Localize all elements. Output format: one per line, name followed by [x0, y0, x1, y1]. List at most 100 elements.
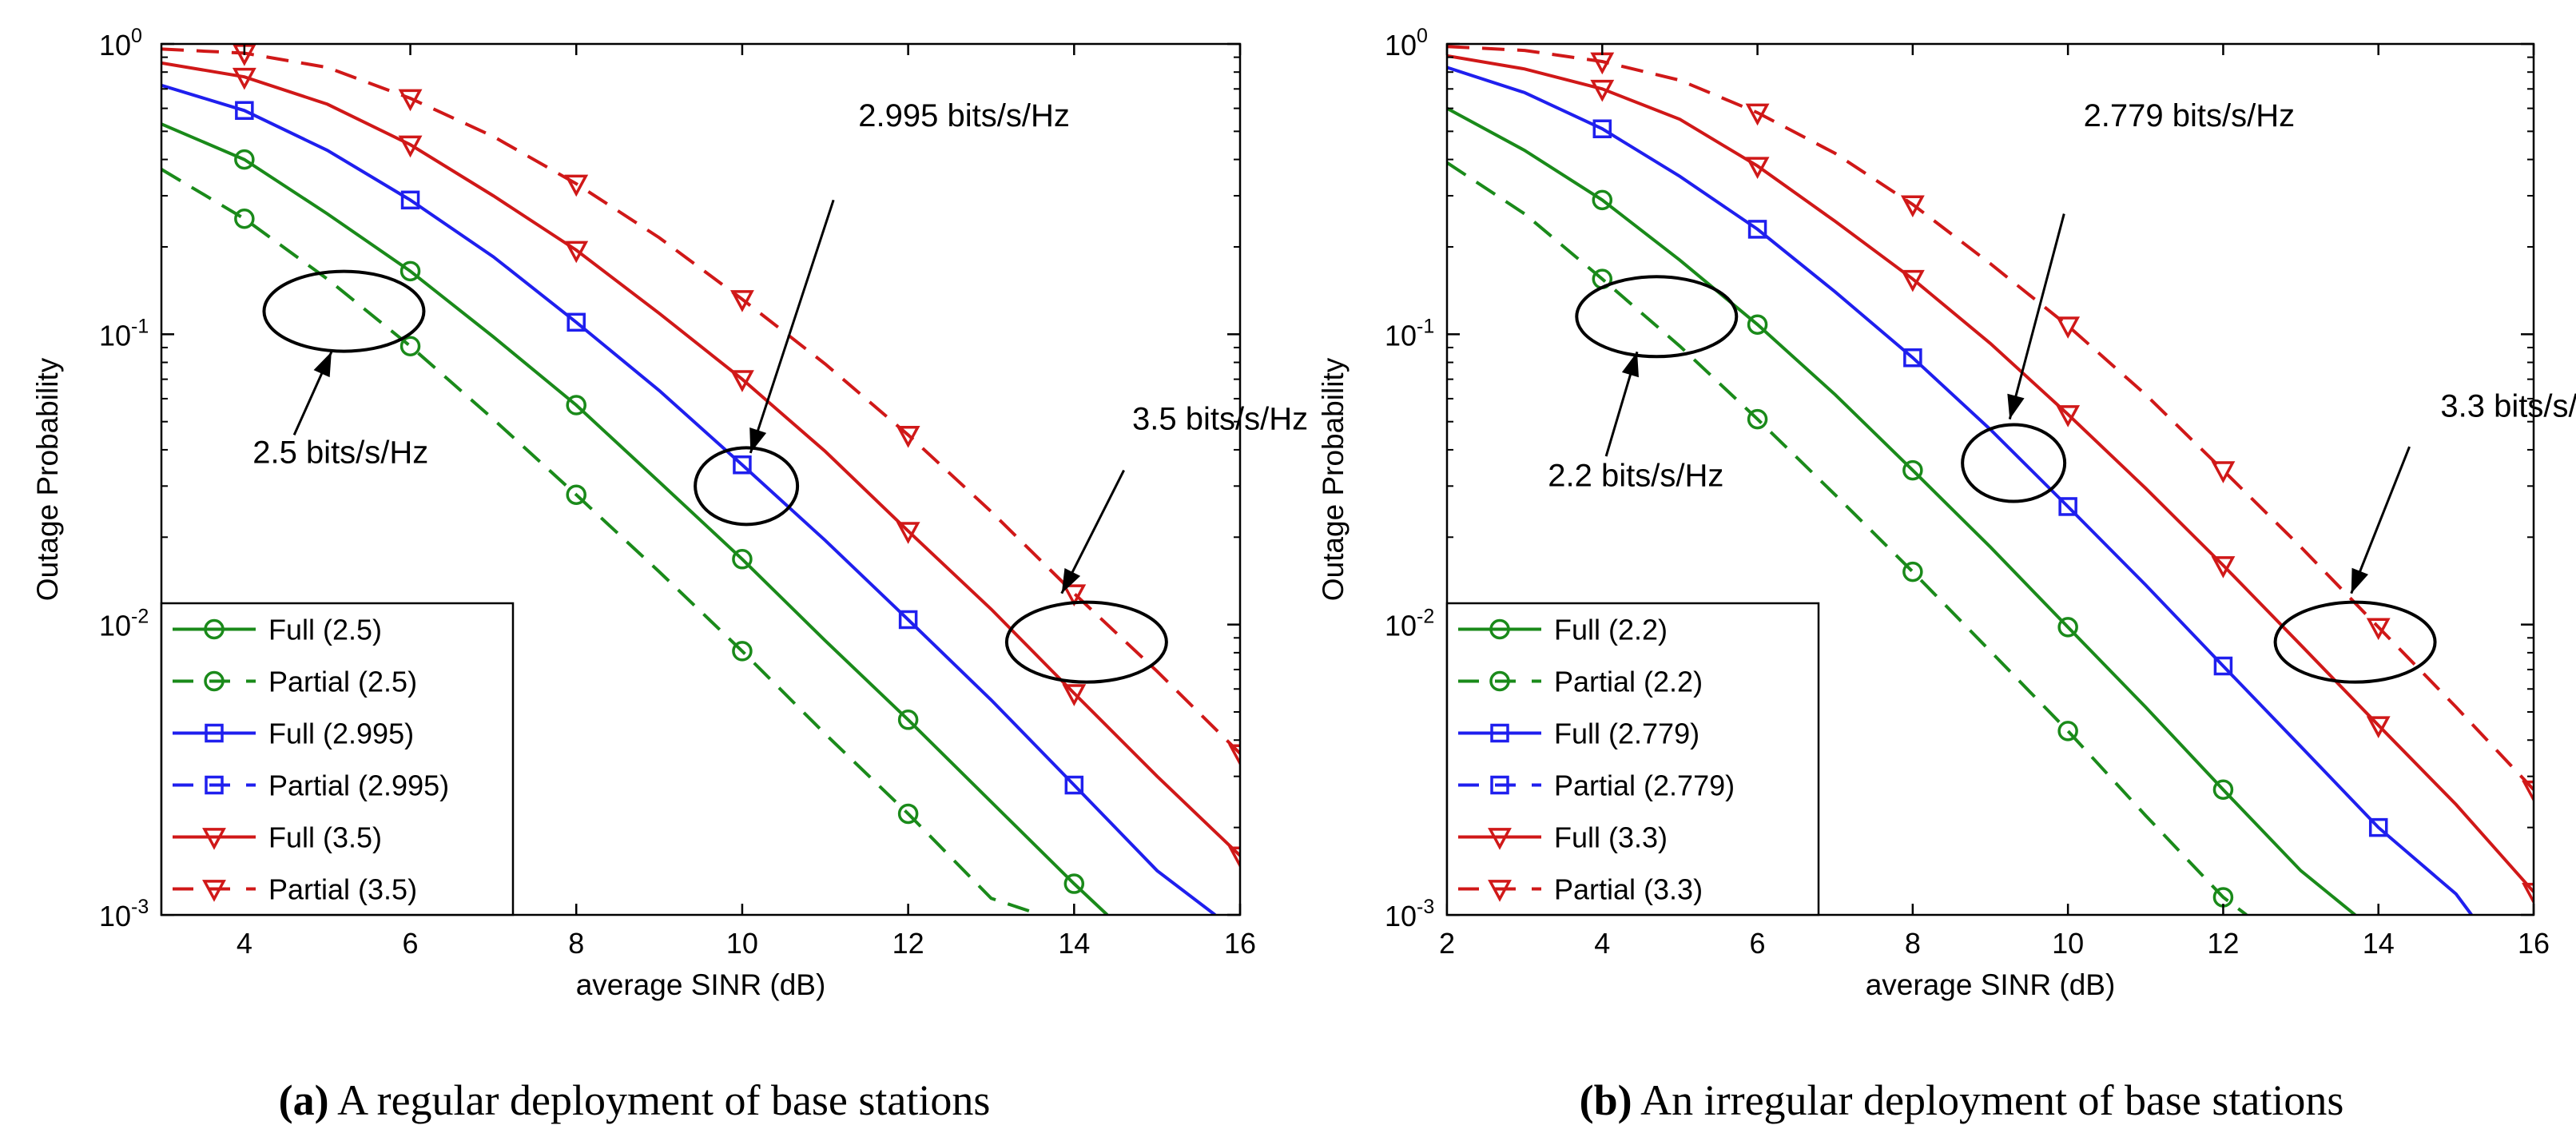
- data-point-1-2: [1902, 561, 1923, 582]
- data-point-5-1: [1745, 103, 1770, 126]
- data-point-5-4: [2211, 461, 2236, 483]
- x-tick-label-1: 6: [403, 927, 419, 960]
- legend-marker-0: [204, 618, 225, 640]
- legend-marker-4: [202, 828, 226, 850]
- data-point-4-6: [2522, 882, 2534, 905]
- x-tick-label-0: 4: [237, 927, 252, 960]
- data-point-2-1: [1747, 220, 1767, 239]
- legend: Full (2.5) Partial (2.5) Full (2.995) Parti…: [160, 602, 515, 916]
- series-line-1: [1447, 161, 2248, 915]
- annotation-arrowhead-2: [2351, 567, 2368, 594]
- data-point-5-5: [2366, 618, 2391, 641]
- series-line-0: [1447, 106, 2356, 915]
- data-point-4-1: [398, 135, 423, 158]
- data-point-4-0: [1590, 79, 1615, 102]
- x-tick-label-6: 14: [2363, 927, 2395, 960]
- data-point-4-4: [896, 522, 920, 544]
- plot-frame: [1445, 42, 2535, 916]
- annotation-arrowhead-2: [1061, 567, 1081, 594]
- data-point-0-2: [566, 395, 586, 415]
- annotation-arrow-1: [749, 199, 835, 454]
- y-axis-label: Outage Probability: [31, 357, 64, 601]
- series-line-2: [161, 83, 1217, 915]
- data-point-0-1: [1747, 314, 1768, 335]
- data-point-0-3: [2057, 617, 2078, 638]
- annotation-label-1: 2.995 bits/s/Hz: [858, 98, 1070, 133]
- x-tick-label-1: 4: [1594, 927, 1610, 960]
- data-point-2-4: [898, 610, 918, 630]
- data-point-2-0: [1592, 119, 1612, 138]
- data-point-5-6: [2522, 780, 2534, 803]
- y-tick-label-3: 100: [1385, 25, 1428, 62]
- data-point-2-5: [1064, 775, 1084, 795]
- y-tick-label-3: 100: [99, 25, 142, 62]
- legend-marker-3: [205, 775, 224, 795]
- annotation-arrowhead-0: [1621, 352, 1639, 378]
- x-tick-label-2: 8: [568, 927, 584, 960]
- x-axis: 2 4 6 8 10 12 14 16: [1439, 44, 2550, 960]
- annotation-ellipse-2: [2273, 600, 2437, 684]
- x-tick-label-2: 6: [1750, 927, 1766, 960]
- data-point-5-6: [1228, 744, 1240, 767]
- y-tick-label-1: 10-2: [1385, 606, 1434, 642]
- data-point-0-4: [2212, 779, 2234, 801]
- legend-marker-2: [205, 723, 224, 743]
- data-point-1-2: [566, 484, 586, 505]
- legend: Full (2.2) Partial (2.2) Full (2.779) Parti…: [1445, 602, 1820, 916]
- data-point-5-1: [398, 89, 423, 112]
- legend-label-1: Partial (2.2): [1554, 666, 1703, 698]
- y-tick-label-0: 10-3: [1385, 896, 1434, 932]
- legend-marker-2: [1490, 723, 1509, 743]
- data-point-1-1: [1747, 408, 1768, 430]
- x-tick-label-3: 8: [1905, 927, 1921, 960]
- caption-a-label: (a): [279, 1076, 329, 1124]
- data-point-2-3: [733, 455, 752, 475]
- data-point-5-4: [896, 425, 920, 448]
- legend-marker-0: [1489, 618, 1510, 640]
- legend-marker-3: [1490, 775, 1509, 795]
- data-point-5-3: [729, 290, 754, 312]
- x-tick-label-4: 12: [892, 927, 924, 960]
- data-point-0-0: [1592, 189, 1613, 211]
- data-point-2-2: [1903, 348, 1922, 368]
- data-point-2-2: [566, 312, 586, 332]
- x-tick-label-5: 12: [2207, 927, 2239, 960]
- data-point-2-3: [2058, 497, 2077, 516]
- series-line-1: [161, 168, 1042, 915]
- series-line-5: [161, 47, 1240, 755]
- y-tick-label-2: 10-1: [99, 315, 149, 352]
- data-point-5-2: [564, 174, 589, 197]
- data-point-0-0: [234, 149, 255, 170]
- data-point-0-2: [1902, 459, 1923, 481]
- annotation-ellipse-1: [1961, 423, 2067, 503]
- annotation-label-2: 3.5 bits/s/Hz: [1132, 401, 1308, 436]
- y-tick-label-0: 10-3: [99, 896, 149, 932]
- annotations: 2.5 bits/s/Hz 2.995 bits/s/Hz 3.5 bits/s/H…: [252, 98, 1308, 684]
- data-point-0-4: [897, 710, 919, 730]
- legend-label-2: Full (2.779): [1554, 718, 1699, 750]
- legend-label-0: Full (2.5): [268, 614, 382, 646]
- annotation-arrow-2: [2350, 446, 2411, 594]
- annotation-arrowhead-1: [749, 427, 767, 453]
- legend-box: [160, 602, 515, 916]
- y-axis-label: Outage Probability: [1317, 357, 1350, 601]
- annotation-ellipse-0: [1575, 275, 1739, 359]
- legend-label-1: Partial (2.5): [268, 666, 417, 698]
- data-point-4-2: [1900, 269, 1925, 292]
- caption-a-text: A regular deployment of base stations: [337, 1076, 990, 1124]
- series-line-5: [1447, 45, 2534, 791]
- x-tick-label-0: 2: [1439, 927, 1455, 960]
- legend-label-2: Full (2.995): [268, 718, 414, 750]
- caption-a: (a) A regular deployment of base station…: [279, 1076, 991, 1124]
- annotation-label-1: 2.779 bits/s/Hz: [2084, 98, 2296, 133]
- data-point-5-3: [2056, 316, 2081, 339]
- annotation-arrow-1: [2008, 213, 2065, 419]
- chart-panel-b: 2.2 bits/s/Hz 2.779 bits/s/Hz 3.3 bits/s/H…: [1317, 25, 2576, 1001]
- data-point-4-4: [2211, 556, 2236, 578]
- x-tick-label-5: 14: [1058, 927, 1090, 960]
- x-axis-label: average SINR (dB): [1866, 968, 2116, 1001]
- y-tick-label-1: 10-2: [99, 606, 149, 642]
- data-point-0-5: [1063, 873, 1085, 894]
- data-point-4-2: [564, 241, 589, 264]
